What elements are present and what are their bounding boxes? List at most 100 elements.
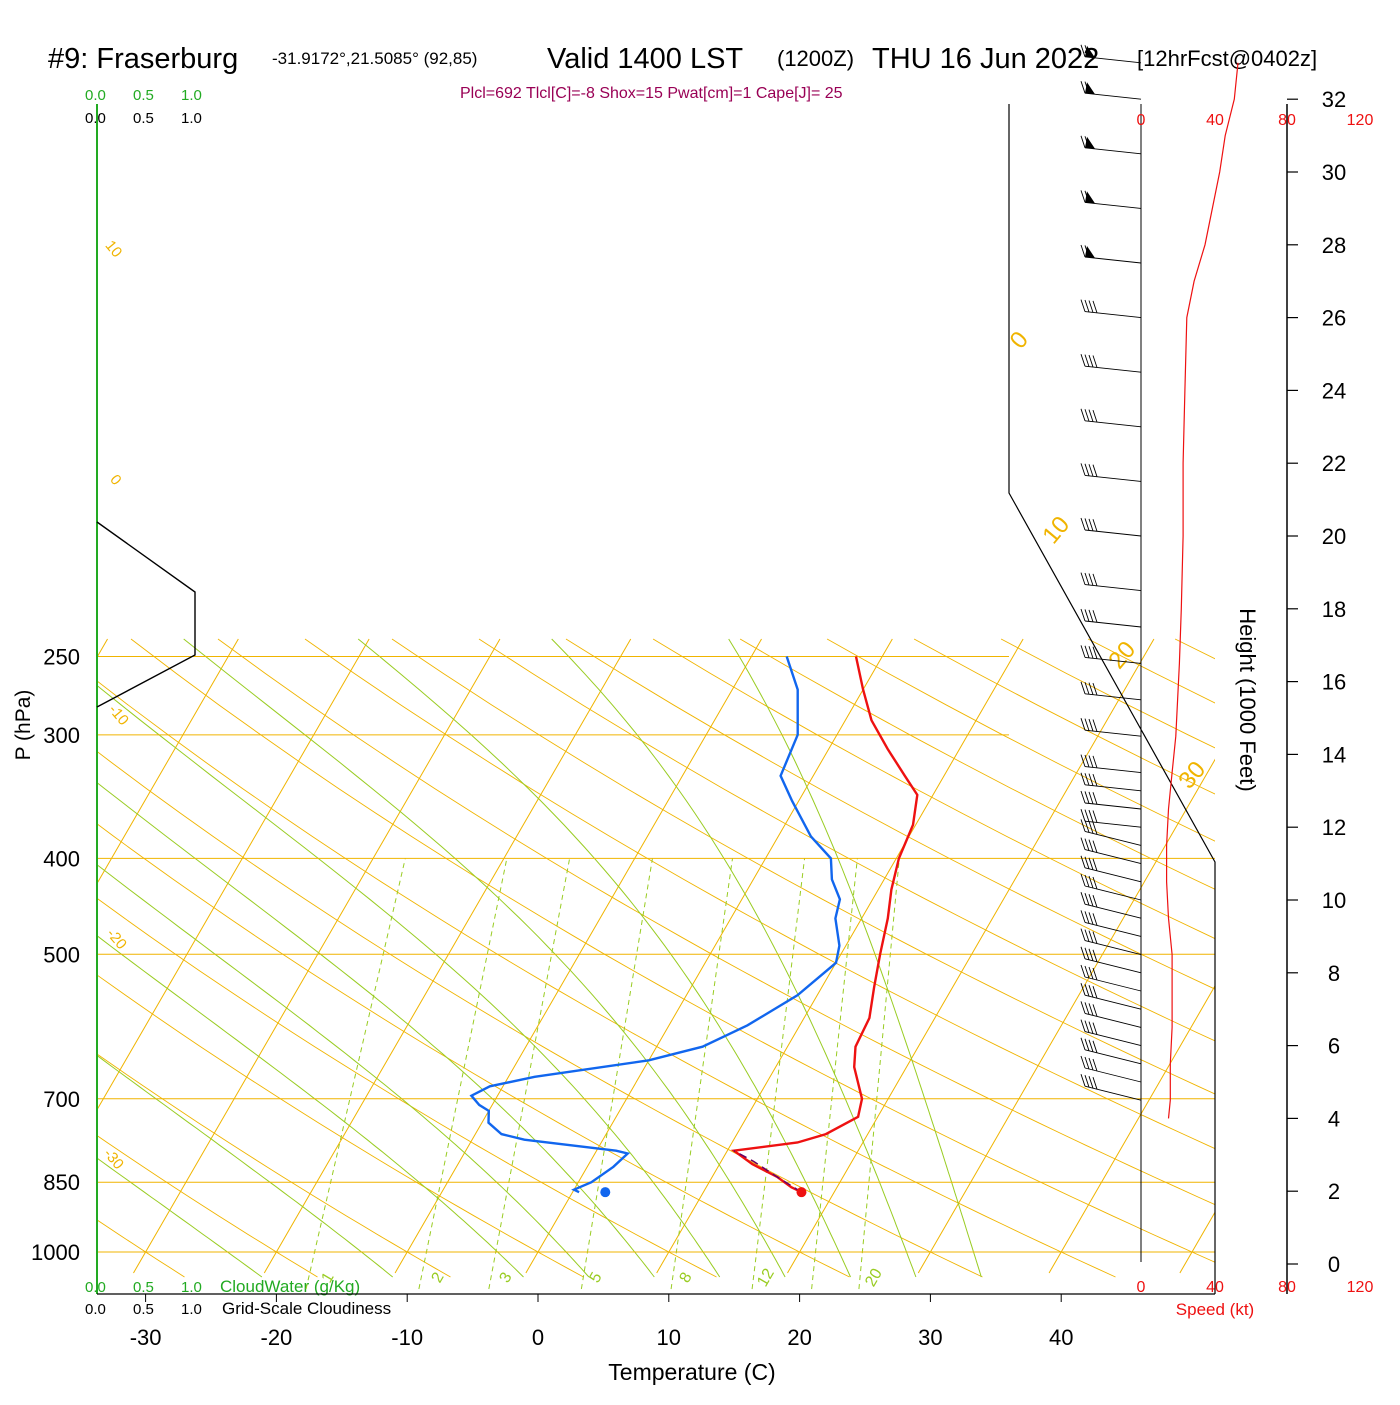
y-axis-label: P (hPa) xyxy=(12,690,35,761)
wind-barb-feather xyxy=(1084,754,1090,768)
wind-barb-feather xyxy=(1084,929,1090,942)
cloud-black-top-0: 0.0 xyxy=(85,110,106,127)
wind-barb-feather xyxy=(1088,409,1094,422)
wind-barb-23 xyxy=(1080,572,1142,592)
pressure-tick-250: 250 xyxy=(43,645,80,670)
cloudwater-label: CloudWater (g/Kg) xyxy=(220,1277,360,1296)
sounding-profiles xyxy=(469,656,919,1198)
wind-barb-feather xyxy=(1084,965,1090,979)
dry-adiabat-30 xyxy=(97,750,983,1278)
dry-adiabat-130 xyxy=(826,638,1215,842)
cloud-scale-top: 0.0 0.5 1.0 0.0 0.5 1.0 xyxy=(85,87,202,127)
wind-barb-feather xyxy=(1080,964,1086,978)
wind-barb-feather xyxy=(1080,790,1086,804)
mixing-ratio-label-20: 20 xyxy=(862,1266,886,1290)
x-tick-label--10: -10 xyxy=(391,1325,423,1350)
wind-speed-line xyxy=(1165,62,1239,1119)
wind-barb-19 xyxy=(1080,718,1142,737)
cloud-green-top-1: 0.5 xyxy=(133,87,154,104)
wind-barb-staff xyxy=(1084,56,1142,64)
wind-barb-feather xyxy=(1092,519,1098,532)
wind-barb-feather xyxy=(1084,1020,1090,1033)
speed-tick-top-2: 80 xyxy=(1278,112,1296,129)
mixing-ratio-20 xyxy=(858,858,900,1290)
x-tick-label-30: 30 xyxy=(918,1325,942,1350)
wind-barb-staff xyxy=(1084,529,1142,537)
x-tick-label-40: 40 xyxy=(1049,1325,1073,1350)
wind-barb-feather xyxy=(1088,464,1094,477)
mixing-ratio-3 xyxy=(488,858,571,1290)
wind-barb-staff xyxy=(1084,820,1142,828)
wind-barb-feather xyxy=(1088,821,1094,834)
pressure-tick-850: 850 xyxy=(43,1170,80,1195)
wind-barb-feather xyxy=(1088,857,1094,870)
isotherm-20 xyxy=(787,638,1155,1274)
wind-barb-feather xyxy=(1080,1001,1086,1014)
wind-barb-feather xyxy=(1084,947,1090,960)
wind-barb-feather xyxy=(1080,718,1086,731)
cloud-green-top-0: 0.0 xyxy=(85,87,106,104)
wind-barb-feather xyxy=(1080,135,1086,148)
wind-barb-feather xyxy=(1084,893,1090,906)
wind-barb-feather xyxy=(1084,409,1090,422)
moist-adiabat-5 xyxy=(97,864,590,1278)
dry-adiabat-80 xyxy=(391,638,1215,1095)
wind-barb-feather xyxy=(1080,1019,1086,1032)
pressure-tick-1000: 1000 xyxy=(31,1240,80,1265)
height-tick-label-10: 10 xyxy=(1322,888,1346,913)
wind-barb-16 xyxy=(1080,790,1142,810)
wind-barb-feather xyxy=(1080,928,1086,941)
sounding-indices: Plcl=692 Tlcl[C]=-8 Shox=15 Pwat[cm]=1 C… xyxy=(460,85,843,102)
wind-barb-30 xyxy=(1080,190,1142,209)
wind-barb-27 xyxy=(1080,354,1142,373)
wind-barb-feather xyxy=(1088,646,1094,659)
wind-barb-feather xyxy=(1080,408,1086,421)
height-tick-label-2: 2 xyxy=(1328,1179,1340,1204)
wind-barb-feather xyxy=(1092,1022,1098,1035)
isotherm-lines xyxy=(97,638,1215,1274)
wind-barb-feather xyxy=(1088,791,1094,804)
dry-adiabat-120 xyxy=(739,638,1215,890)
wind-barb-feather xyxy=(1084,572,1090,586)
height-tick-label-6: 6 xyxy=(1328,1034,1340,1059)
wind-barb-feather xyxy=(1080,81,1086,94)
cloud-green-top-2: 1.0 xyxy=(181,87,202,104)
wind-barb-feather xyxy=(1080,754,1086,767)
x-tick-label-20: 20 xyxy=(787,1325,811,1350)
wind-barb-feather xyxy=(1088,1076,1094,1089)
moist-adiabat--10 xyxy=(97,1054,394,1278)
wind-barb-feather xyxy=(1080,809,1086,822)
isotherm-label-right-6: 10 xyxy=(1037,511,1075,549)
wind-barb-feather xyxy=(1084,1038,1090,1051)
x-axis-ticks: -30 -20 -10 0 10 20 30 40 xyxy=(130,1294,1073,1350)
wind-barb-feather xyxy=(1092,755,1098,769)
wind-barb-staff xyxy=(1084,92,1142,100)
height-tick-label-26: 26 xyxy=(1322,306,1346,331)
wind-barb-staff xyxy=(1084,256,1142,264)
wind-barb-2 xyxy=(1080,1037,1142,1065)
isotherm--50 xyxy=(97,638,239,885)
mixing-ratio-label-8: 8 xyxy=(677,1270,696,1286)
dry-adiabat-10 xyxy=(97,897,717,1278)
wind-barb-staff xyxy=(1084,729,1142,737)
wind-barb-staff xyxy=(1084,784,1142,792)
speed-tick-bottom-3: 120 xyxy=(1347,1279,1374,1296)
wind-barb-staff xyxy=(1084,420,1142,428)
wind-barb-pennant xyxy=(1085,136,1095,149)
wind-barb-pennant xyxy=(1085,246,1095,258)
wind-barb-feather xyxy=(1088,773,1094,786)
wind-barb-staff xyxy=(1084,885,1142,901)
isotherm-label-right-7: 20 xyxy=(1103,636,1141,674)
wind-barb-pennant xyxy=(1085,45,1095,58)
isotherm--10 xyxy=(394,638,762,1274)
wind-barb-14 xyxy=(1080,819,1142,846)
wind-barb-feather xyxy=(1092,464,1098,477)
wind-barb-staff xyxy=(1084,1031,1142,1047)
cloud-green-bottom-2: 1.0 xyxy=(181,1279,202,1296)
height-axis-label: Height (1000 Feet) xyxy=(1235,608,1260,791)
moist-adiabat-lines xyxy=(97,638,982,1278)
wind-barb-9 xyxy=(1080,910,1142,937)
